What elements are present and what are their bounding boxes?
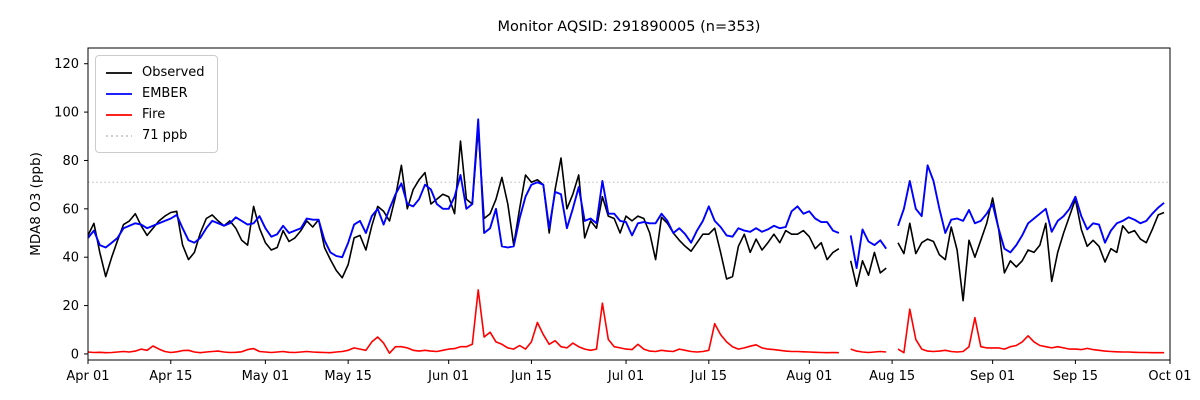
- x-tick-label: Apr 01: [66, 369, 109, 384]
- x-tick-label: Aug 15: [869, 369, 915, 384]
- x-tick-label: Jun 15: [510, 369, 552, 384]
- x-tick-label: Sep 01: [970, 369, 1015, 384]
- x-tick-label: Oct 01: [1148, 369, 1191, 384]
- y-tick-label: 20: [62, 299, 79, 314]
- x-tick-label: Jul 15: [690, 369, 727, 384]
- legend-swatch-line: [106, 71, 132, 74]
- y-tick-label: 120: [54, 57, 79, 72]
- x-tick-label: May 01: [242, 369, 290, 384]
- chart-title: Monitor AQSID: 291890005 (n=353): [498, 19, 761, 35]
- y-tick-label: 80: [62, 154, 79, 169]
- ember-line: [87, 118, 840, 259]
- fire-line: [850, 348, 887, 354]
- axes-frame: [87, 47, 1171, 361]
- fire-line: [897, 308, 1165, 354]
- legend-item-71-ppb: 71 ppb: [105, 125, 205, 146]
- legend: Observed EMBER Fire 71 ppb: [95, 55, 218, 153]
- y-tick-label: 100: [54, 106, 79, 121]
- x-tick-label: Apr 15: [149, 369, 192, 384]
- plot-area: Apr 01 Apr 15 May 01 May 15 Jun 01 Jun 15 Jul …: [54, 47, 1192, 384]
- legend-label: Fire: [142, 107, 166, 122]
- legend-item-observed: Observed: [105, 62, 205, 83]
- y-tick-label: 60: [62, 202, 79, 217]
- x-tick-label: Aug 01: [786, 369, 832, 384]
- legend-label: EMBER: [142, 86, 188, 101]
- legend-label: Observed: [142, 65, 205, 80]
- y-axis-label: MDA8 O3 (ppb): [28, 152, 44, 256]
- legend-swatch-line: [106, 92, 132, 95]
- y-tick-label: 40: [62, 251, 79, 266]
- ember-line: [849, 228, 887, 270]
- x-tick-label: May 15: [324, 369, 372, 384]
- x-tick-label: Sep 15: [1053, 369, 1098, 384]
- legend-label: 71 ppb: [142, 128, 188, 143]
- x-tick-label: Jun 01: [427, 369, 469, 384]
- x-tick-label: Jul 01: [607, 369, 644, 384]
- observed-line: [849, 251, 887, 288]
- legend-swatch-line: [106, 113, 132, 116]
- legend-item-fire: Fire: [105, 104, 205, 125]
- y-tick-label: 0: [71, 347, 79, 362]
- legend-item-ember: EMBER: [105, 83, 205, 104]
- legend-swatch-line: [106, 134, 132, 137]
- observed-line: [87, 128, 840, 280]
- ember-line: [897, 164, 1165, 254]
- fire-line: [87, 289, 839, 355]
- observed-line: [897, 197, 1165, 302]
